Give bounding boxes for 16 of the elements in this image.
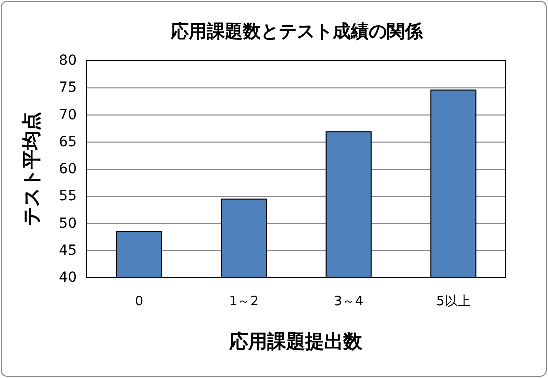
x-tick-label: 0 xyxy=(135,294,144,310)
y-tick-label: 70 xyxy=(59,107,77,124)
x-axis-title: 応用課題提出数 xyxy=(228,331,364,353)
y-tick-label: 55 xyxy=(59,188,77,205)
y-tick-label: 75 xyxy=(59,80,77,96)
y-tick-label: 60 xyxy=(59,162,77,178)
y-tick-label: 65 xyxy=(59,134,77,150)
y-axis-title: テスト平均点 xyxy=(21,112,43,226)
y-tick-label: 40 xyxy=(59,270,77,286)
x-tick-label: 1～2 xyxy=(229,294,259,310)
y-tick-label: 50 xyxy=(59,216,77,232)
chart-title: 応用課題数とテスト成績の関係 xyxy=(170,22,424,42)
x-tick-label: 3～4 xyxy=(334,294,364,310)
y-tick-label: 80 xyxy=(59,53,77,69)
y-tick-label: 45 xyxy=(59,242,77,259)
x-tick-label: 5以上 xyxy=(436,294,471,310)
